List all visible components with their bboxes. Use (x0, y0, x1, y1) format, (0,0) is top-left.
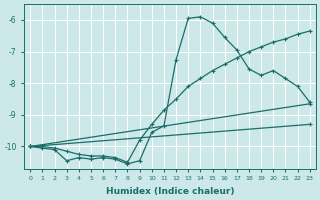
X-axis label: Humidex (Indice chaleur): Humidex (Indice chaleur) (106, 187, 234, 196)
